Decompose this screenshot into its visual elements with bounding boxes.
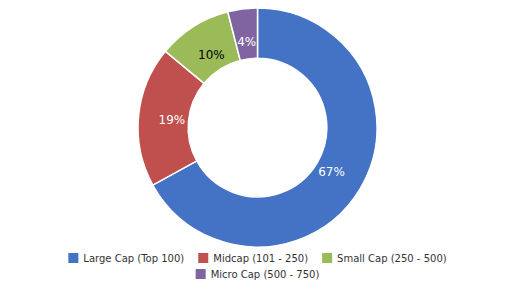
legend: Large Cap (Top 100) Midcap (101 - 250) Sma… [68, 253, 446, 280]
legend-label: Micro Cap (500 - 750) [211, 269, 320, 280]
legend-swatch [322, 253, 332, 263]
legend-swatch [198, 253, 208, 263]
legend-item: Micro Cap (500 - 750) [196, 269, 320, 280]
legend-swatch [196, 269, 206, 279]
legend-item: Small Cap (250 - 500) [322, 253, 447, 264]
plot: 67% 19% 10% 4% [138, 8, 377, 247]
data-labels: 67% 19% 10% 4% [159, 35, 345, 178]
slice [165, 12, 240, 84]
legend-item: Large Cap (Top 100) [68, 253, 184, 264]
data-label: 4% [237, 35, 256, 49]
data-label: 19% [159, 113, 186, 127]
chart: Large Cap (Top 100) Midcap (101 - 250) Sma… [0, 0, 515, 289]
slices [138, 8, 377, 247]
data-label: 10% [198, 48, 225, 62]
legend-label: Midcap (101 - 250) [213, 253, 308, 264]
legend-swatch [68, 253, 78, 263]
legend-item: Midcap (101 - 250) [198, 253, 308, 264]
slice [228, 8, 258, 60]
data-label: 67% [318, 164, 345, 178]
legend-label: Small Cap (250 - 500) [337, 253, 447, 264]
legend-label: Large Cap (Top 100) [83, 253, 184, 264]
